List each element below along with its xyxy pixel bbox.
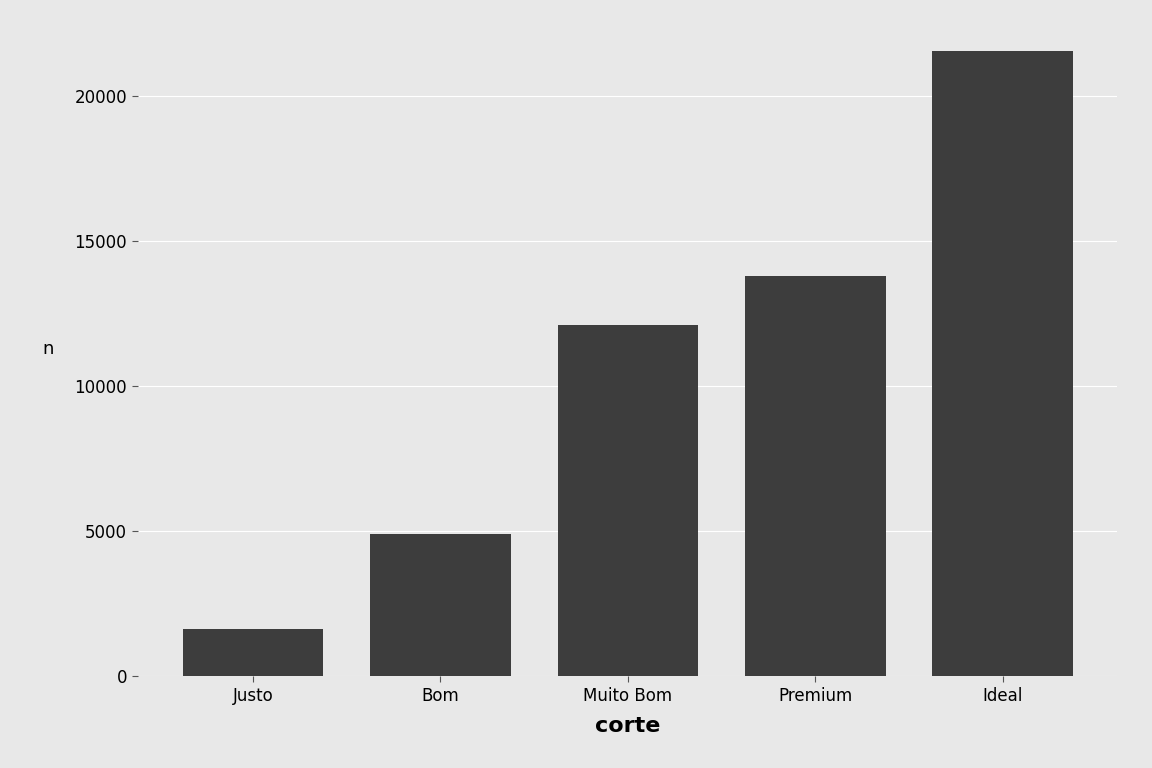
Y-axis label: n: n xyxy=(43,340,54,359)
Bar xyxy=(370,534,510,676)
Bar xyxy=(932,51,1073,676)
X-axis label: corte: corte xyxy=(596,716,660,736)
Bar xyxy=(558,326,698,676)
Bar xyxy=(745,276,886,676)
Bar xyxy=(183,629,324,676)
